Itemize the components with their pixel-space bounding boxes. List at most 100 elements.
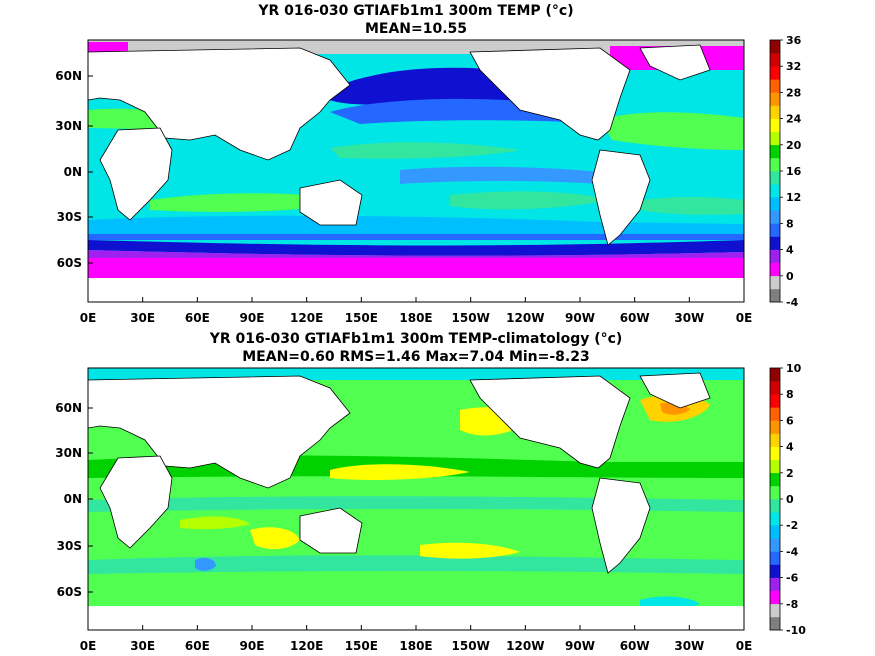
colorbar-segment <box>770 512 780 526</box>
lon-label: 0E <box>736 639 753 653</box>
colorbar-segment <box>770 171 780 185</box>
colorbar-label: 8 <box>786 217 794 230</box>
lon-label: 60E <box>185 639 210 653</box>
lon-label: 30W <box>674 639 704 653</box>
lat-label: 30S <box>57 210 82 224</box>
colorbar-segment <box>770 79 780 93</box>
colorbar-segment <box>770 105 780 119</box>
colorbar-segment <box>770 525 780 539</box>
lat-label: 60S <box>57 256 82 270</box>
lon-label: 120W <box>506 311 544 325</box>
colorbar-label: 16 <box>786 165 802 178</box>
colorbar-label: -8 <box>786 598 798 611</box>
colorbar-segment <box>770 564 780 578</box>
colorbar-label: 6 <box>786 414 794 427</box>
colorbar-segment <box>770 420 780 434</box>
colorbar-segment <box>770 603 780 618</box>
lat-label: 60N <box>55 401 82 415</box>
lon-label: 90W <box>565 311 595 325</box>
lon-label: 90E <box>240 639 265 653</box>
colorbar-segment <box>770 616 780 631</box>
lon-label: 120E <box>290 639 323 653</box>
colorbar-label: 4 <box>786 244 794 257</box>
lon-label: 60W <box>620 639 650 653</box>
colorbar-segment <box>770 446 780 460</box>
colorbar-segment <box>770 157 780 172</box>
colorbar-segment <box>770 40 780 54</box>
colorbar-segment <box>770 66 780 80</box>
colorbar-segment <box>770 275 780 290</box>
lon-label: 150W <box>452 311 490 325</box>
lon-label: 60W <box>620 311 650 325</box>
lon-label: 150E <box>345 639 378 653</box>
colorbar-label: 8 <box>786 388 794 401</box>
panel-2-map <box>88 368 744 630</box>
colorbar-segment <box>770 538 780 552</box>
colorbar-segment <box>770 262 780 277</box>
colorbar-label: -4 <box>786 296 799 309</box>
lon-label: 30W <box>674 311 704 325</box>
colorbar-segment <box>770 472 780 487</box>
lat-label: 30N <box>55 119 82 133</box>
colorbar-segment <box>770 197 780 211</box>
colorbar-segment <box>770 407 780 421</box>
panel-1-map <box>88 40 744 302</box>
colorbar-label: 10 <box>786 362 802 375</box>
colorbar-segment <box>770 381 780 395</box>
lon-label: 90E <box>240 311 265 325</box>
lat-label: 0N <box>64 492 82 506</box>
lat-label: 30N <box>55 446 82 460</box>
colorbar-label: -4 <box>786 545 799 558</box>
panel-1-subtitle: MEAN=10.55 <box>364 21 468 37</box>
lat-label: 60N <box>55 69 82 83</box>
lon-label: 0E <box>736 311 753 325</box>
lat-label: 30S <box>57 539 82 553</box>
colorbar-segment <box>770 249 780 263</box>
panel-2-title: YR 016-030 GTIAFb1m1 300m TEMP-climatolo… <box>209 331 623 347</box>
colorbar-segment <box>770 144 780 159</box>
colorbar-segment <box>770 223 780 237</box>
colorbar-label: 12 <box>786 191 801 204</box>
colorbar-label: 24 <box>786 113 802 126</box>
colorbar-segment <box>770 368 780 382</box>
lat-label: 0N <box>64 165 82 179</box>
colorbar-segment <box>770 184 780 198</box>
lon-label: 180E <box>399 311 432 325</box>
colorbar-label: 32 <box>786 60 801 73</box>
colorbar-segment <box>770 118 780 132</box>
colorbar-segment <box>770 131 780 146</box>
panel-2-subtitle: MEAN=0.60 RMS=1.46 Max=7.04 Min=-8.23 <box>242 349 590 365</box>
lon-label: 120W <box>506 639 544 653</box>
lon-label: 150E <box>345 311 378 325</box>
colorbar-segment <box>770 485 780 500</box>
colorbar-label: 0 <box>786 270 794 283</box>
colorbar-label: 28 <box>786 86 801 99</box>
colorbar-label: 20 <box>786 139 802 152</box>
lon-label: 0E <box>80 311 97 325</box>
colorbar-segment <box>770 590 780 605</box>
colorbar-label: 0 <box>786 493 794 506</box>
lon-label: 0E <box>80 639 97 653</box>
lon-label: 30E <box>130 311 155 325</box>
lon-label: 30E <box>130 639 155 653</box>
colorbar-segment <box>770 394 780 408</box>
lon-label: 180E <box>399 639 432 653</box>
lat-label: 60S <box>57 585 82 599</box>
colorbar-segment <box>770 499 780 513</box>
lon-label: 90W <box>565 639 595 653</box>
colorbar-segment <box>770 92 780 106</box>
colorbar-label: 36 <box>786 34 802 47</box>
colorbar-label: -6 <box>786 572 799 585</box>
colorbar-segment <box>770 577 780 591</box>
colorbar-label: -10 <box>786 624 806 637</box>
colorbar-segment <box>770 53 780 67</box>
colorbar-label: -2 <box>786 519 798 532</box>
colorbar-segment <box>770 210 780 224</box>
panel-1-title: YR 016-030 GTIAFb1m1 300m TEMP (°c) <box>258 3 574 19</box>
lon-label: 150W <box>452 639 490 653</box>
colorbar-label: 2 <box>786 467 794 480</box>
colorbar-segment <box>770 459 780 474</box>
lon-label: 120E <box>290 311 323 325</box>
